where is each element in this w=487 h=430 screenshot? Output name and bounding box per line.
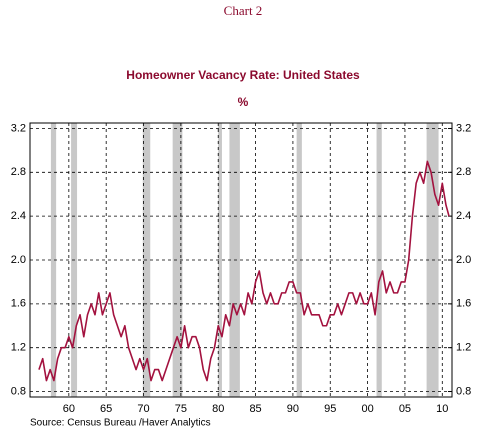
chart-title: Homeowner Vacancy Rate: United States (126, 68, 360, 82)
source-note: Source: Census Bureau /Haver Analytics (30, 418, 211, 429)
recession-band (50, 123, 57, 397)
y2-tick-label: 0.8 (456, 385, 471, 397)
x-tick-label: 90 (287, 403, 299, 415)
x-tick-label: 70 (137, 403, 149, 415)
x-tick-label: 05 (399, 403, 411, 415)
recession-band (172, 123, 183, 397)
x-tick-label: 95 (324, 403, 336, 415)
x-tick-label: 75 (175, 403, 187, 415)
y2-tick-label: 1.6 (456, 298, 471, 310)
y-tick-label: 2.0 (11, 254, 26, 266)
y-tick-label: 2.8 (11, 166, 26, 178)
y2-tick-label: 2.0 (456, 254, 471, 266)
x-tick-label: 80 (212, 403, 224, 415)
y2-tick-label: 3.2 (456, 122, 471, 134)
plot-frame (29, 122, 453, 398)
x-tick-label: 10 (436, 403, 448, 415)
y2-tick-label: 2.4 (456, 210, 471, 222)
y-tick-label: 2.4 (11, 210, 26, 222)
y-tick-label: 1.2 (11, 342, 26, 354)
chart-caption: Chart 2 (224, 3, 263, 18)
x-tick-label: 60 (63, 403, 75, 415)
chart-subtitle: % (238, 95, 249, 109)
x-tick-label: 65 (100, 403, 112, 415)
recession-band (296, 123, 302, 397)
recession-band (218, 123, 222, 397)
y-tick-label: 0.8 (11, 385, 26, 397)
x-tick-label: 00 (361, 403, 373, 415)
y-tick-label: 1.6 (11, 298, 26, 310)
y-tick-label: 3.2 (11, 122, 26, 134)
y2-tick-label: 2.8 (456, 166, 471, 178)
x-tick-label: 85 (249, 403, 261, 415)
y2-tick-label: 1.2 (456, 342, 471, 354)
data-line (38, 160, 450, 382)
